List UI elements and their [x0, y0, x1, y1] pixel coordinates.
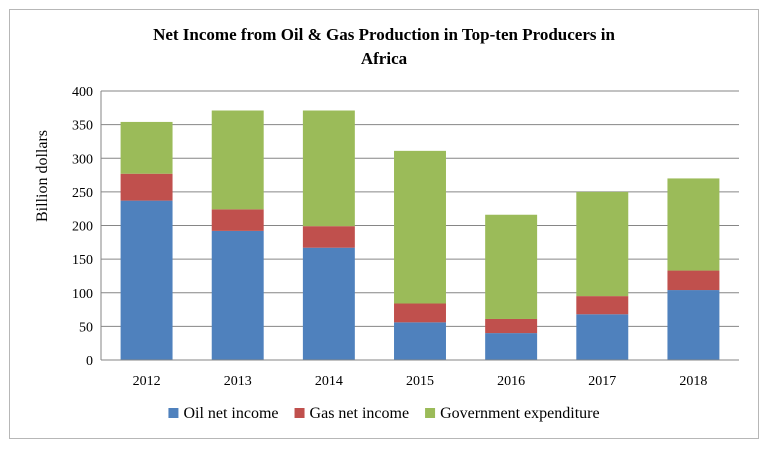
bar-oil-net-income-2014 — [302, 247, 355, 360]
legend-swatch — [425, 408, 436, 418]
y-tick-label: 200 — [72, 220, 93, 235]
x-tick-label: 2017 — [588, 374, 616, 389]
bar-government-expenditure-2013 — [211, 110, 264, 210]
legend-swatch — [168, 408, 179, 418]
bars — [120, 110, 720, 360]
legend-item: Oil net income — [168, 405, 279, 422]
x-tick-label: 2014 — [315, 374, 343, 389]
bar-oil-net-income-2018 — [667, 290, 720, 360]
bar-gas-net-income-2016 — [485, 318, 538, 334]
x-tick-label: 2012 — [133, 374, 161, 389]
bar-gas-net-income-2014 — [302, 226, 355, 248]
bar-government-expenditure-2018 — [667, 178, 720, 271]
y-tick-label: 300 — [72, 152, 93, 167]
legend-label: Oil net income — [183, 405, 278, 422]
bar-oil-net-income-2015 — [394, 322, 446, 360]
y-tick-label: 100 — [72, 287, 93, 302]
bar-government-expenditure-2016 — [485, 214, 538, 319]
chart-title-line-1: Net Income from Oil & Gas Production in … — [153, 25, 615, 44]
bar-oil-net-income-2017 — [576, 314, 629, 360]
y-axis-label: Billion dollars — [34, 130, 51, 222]
legend-item: Government expenditure — [425, 405, 600, 422]
y-tick-label: 150 — [72, 253, 93, 268]
axes: 0 50 100 150 200 250 300 350 400 2012 2013 2014 2015… — [72, 85, 739, 389]
y-tick-label: 350 — [72, 119, 93, 134]
x-tick-label: 2015 — [406, 374, 434, 389]
legend-item: Gas net income — [294, 405, 410, 422]
legend-label: Government expenditure — [440, 405, 600, 422]
y-tick-label: 250 — [72, 186, 93, 201]
bar-government-expenditure-2014 — [302, 110, 355, 227]
legend-swatch — [294, 408, 305, 418]
bar-gas-net-income-2012 — [120, 173, 173, 201]
bar-government-expenditure-2017 — [576, 191, 629, 297]
bar-oil-net-income-2013 — [211, 230, 264, 360]
bar-oil-net-income-2016 — [485, 333, 538, 360]
bar-gas-net-income-2018 — [667, 270, 720, 291]
chart-title-line-2: Africa — [361, 49, 408, 68]
bar-government-expenditure-2015 — [394, 150, 446, 304]
bar-gas-net-income-2015 — [394, 303, 446, 323]
y-tick-label: 400 — [72, 85, 93, 100]
x-tick-label: 2018 — [679, 374, 707, 389]
bar-oil-net-income-2012 — [120, 200, 173, 360]
bar-gas-net-income-2017 — [576, 296, 629, 315]
bar-gas-net-income-2013 — [211, 209, 264, 231]
legend-label: Gas net income — [310, 405, 410, 422]
y-tick-label: 50 — [79, 320, 93, 335]
x-tick-label: 2013 — [224, 374, 252, 389]
x-tick-label: 2016 — [497, 374, 525, 389]
y-tick-label: 0 — [86, 354, 93, 369]
legend: Oil net income Gas net income Government e… — [168, 405, 600, 422]
bar-government-expenditure-2012 — [120, 121, 173, 174]
